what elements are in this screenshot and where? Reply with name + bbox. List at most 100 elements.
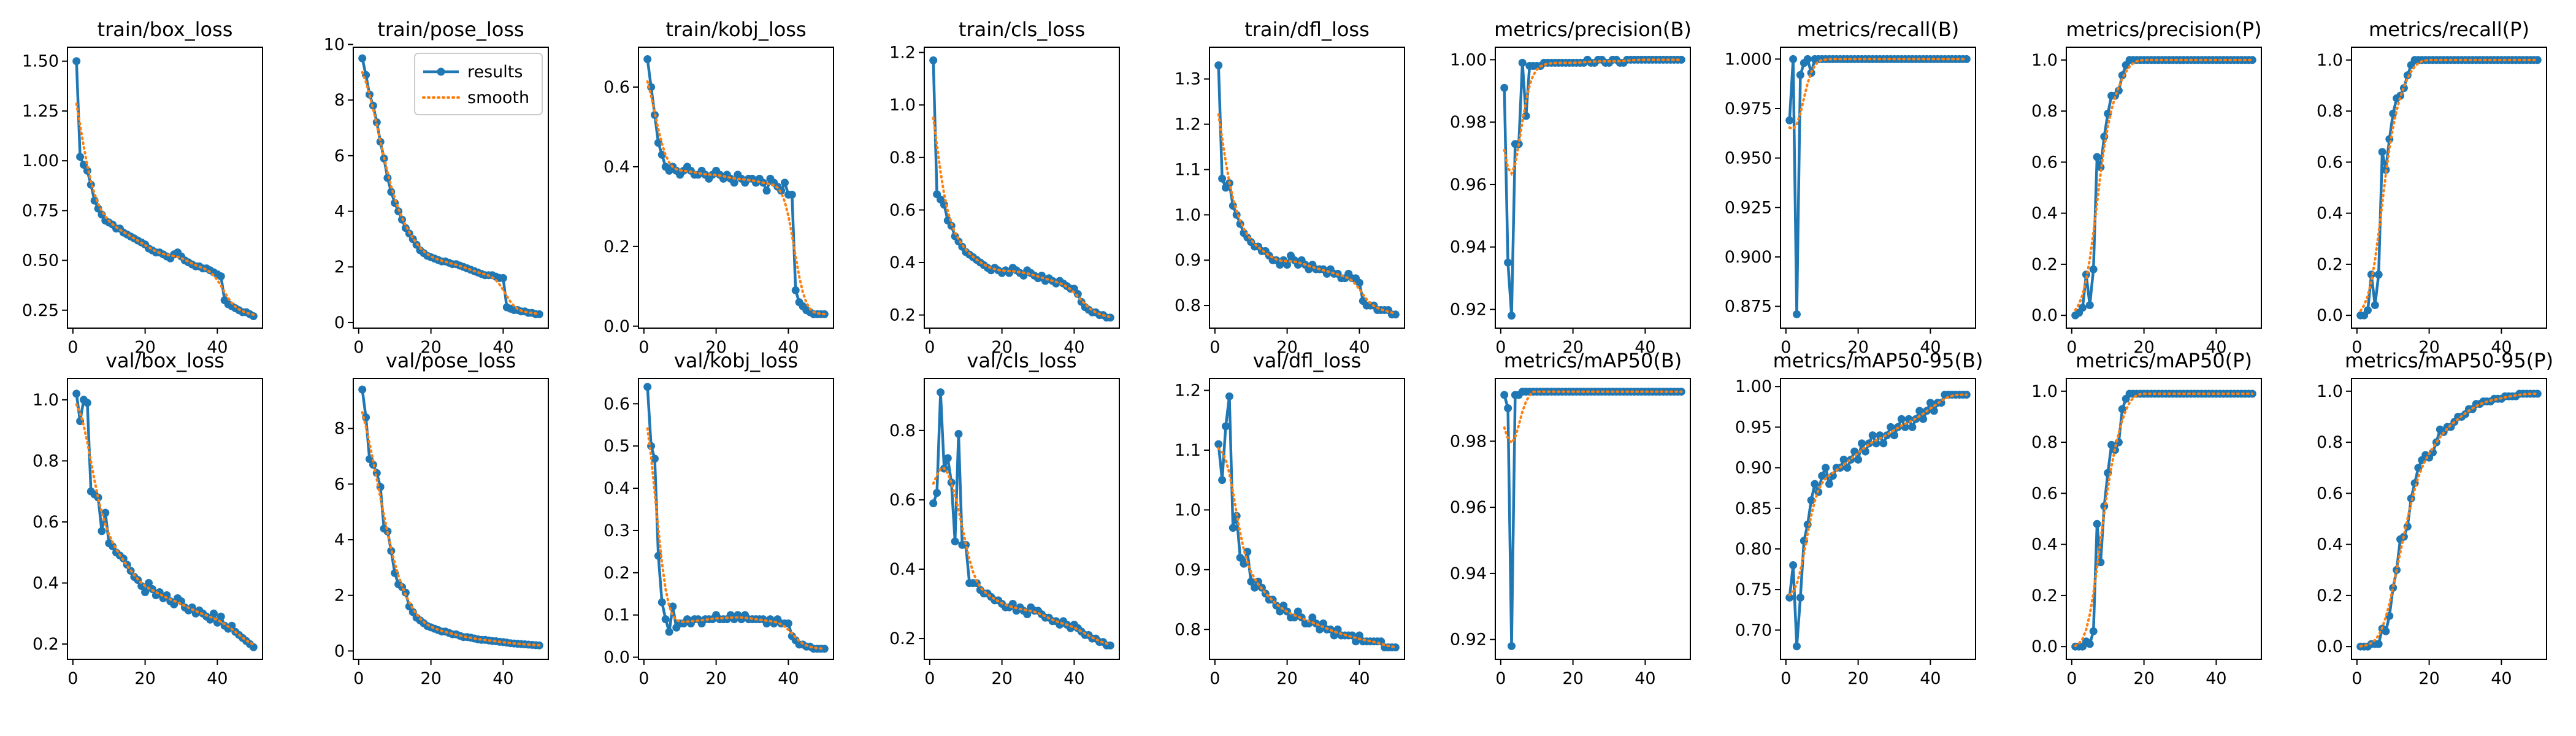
x-tick-label: 40 (1349, 669, 1370, 688)
subplot-title: val/kobj_loss (674, 349, 798, 372)
subplot-metrics-recall-b: metrics/recall(B) 0.875 0.900 0.925 0.950 0.9… (1725, 18, 1976, 357)
axes-frame (1780, 378, 1976, 660)
y-tick-label: 0.4 (889, 253, 916, 272)
results-point (1803, 520, 1812, 529)
x-tick-label: 0 (638, 669, 649, 688)
x-tick-label: 0 (924, 338, 935, 357)
results-point (929, 499, 938, 508)
x-tick-label: 40 (1064, 338, 1084, 357)
x-tick-label: 0 (67, 338, 78, 357)
y-tick-label: 8 (334, 91, 345, 110)
y-tick-label: 0.8 (889, 148, 916, 167)
results-point (1915, 407, 1924, 415)
y-tick-label: 0.50 (22, 251, 59, 270)
y-tick-label: 1.2 (1175, 381, 1201, 400)
results-line (361, 389, 540, 647)
results-point (929, 56, 938, 64)
subplot-val-kobj-loss: val/kobj_loss 0.0 0.1 0.2 0.3 0.4 0.5 0.6 0 20 40 (604, 349, 834, 688)
subplot-train-dfl-loss: train/dfl_loss 0.8 0.9 1.0 1.1 1.2 1.3 0 20 40 (1175, 18, 1405, 357)
results-point (2093, 153, 2101, 161)
x-tick-label: 20 (1276, 669, 1297, 688)
subplot-title: val/pose_loss (386, 349, 516, 372)
x-tick-label: 20 (1847, 669, 1868, 688)
y-tick-label: 8 (334, 420, 345, 439)
smooth-line (361, 411, 541, 646)
subplot-title: train/pose_loss (377, 18, 524, 41)
results-line (1503, 58, 1682, 317)
x-tick-label: 0 (2352, 669, 2362, 688)
y-tick-label: 0.1 (604, 606, 630, 625)
axes-frame (638, 378, 834, 660)
x-tick-label: 20 (705, 338, 726, 357)
results-point (654, 551, 662, 560)
smooth-line (1788, 58, 1968, 131)
results-point (109, 542, 117, 551)
y-tick-label: 0.6 (2317, 484, 2343, 503)
axes-frame (67, 47, 263, 329)
results-point (937, 388, 945, 397)
y-tick-label: 0.8 (1175, 296, 1201, 315)
subplot-title: val/cls_loss (967, 349, 1076, 372)
y-tick-label: 0.8 (1175, 620, 1201, 639)
results-point (1789, 561, 1798, 569)
subplot-title: metrics/recall(B) (1797, 18, 1960, 41)
y-tick-label: 0.8 (2031, 102, 2058, 121)
y-tick-label: 0.95 (1735, 418, 1772, 437)
y-tick-label: 0.9 (1175, 251, 1201, 270)
results-point (2374, 640, 2383, 648)
y-tick-label: 0.0 (2317, 306, 2343, 325)
results-point (1522, 112, 1530, 120)
results-point (1500, 391, 1509, 399)
axes-frame (1209, 378, 1405, 660)
y-tick-label: 0.2 (604, 237, 630, 256)
subplot-val-box-loss: val/box_loss 0.2 0.4 0.6 0.8 1.0 0 20 40 (33, 349, 263, 688)
x-tick-label: 20 (2418, 669, 2439, 688)
y-tick-label: 0.4 (889, 560, 916, 579)
results-point (1818, 472, 1827, 480)
results-point (2533, 389, 2542, 398)
x-tick-label: 0 (353, 669, 364, 688)
subplot-title: metrics/mAP50-95(P) (2345, 349, 2553, 372)
results-line (1217, 65, 1396, 316)
results-line (1503, 390, 1682, 648)
y-tick-label: 0.6 (2031, 484, 2058, 503)
results-point (72, 389, 81, 398)
results-point (2089, 265, 2098, 274)
smooth-line (1503, 390, 1683, 445)
y-tick-label: 1.0 (889, 96, 916, 115)
y-tick-label: 6 (334, 147, 345, 166)
x-tick-label: 40 (493, 669, 513, 688)
y-tick-label: 0.0 (2031, 306, 2058, 325)
results-point (1785, 593, 1794, 602)
y-tick-label: 1.0 (2317, 382, 2343, 401)
y-tick-label: 4 (334, 202, 345, 221)
results-line (2074, 58, 2253, 317)
results-point (1500, 83, 1509, 92)
y-tick-label: 1.0 (1175, 500, 1201, 519)
results-point (1283, 261, 1292, 269)
y-tick-label: 1.0 (2031, 51, 2058, 70)
y-tick-label: 0.8 (889, 421, 916, 440)
results-point (145, 579, 153, 587)
y-tick-label: 0.4 (2317, 204, 2343, 223)
y-tick-label: 0.94 (1450, 238, 1487, 257)
subplot-metrics-map50-95-b: metrics/mAP50-95(B) 0.70 0.75 0.80 0.85 0.90 0… (1735, 349, 1984, 688)
y-tick-label: 1.0 (2317, 51, 2343, 70)
x-tick-label: 20 (2133, 338, 2154, 357)
y-tick-label: 0.2 (2317, 586, 2343, 605)
x-tick-label: 20 (420, 338, 441, 357)
smooth-line (646, 427, 826, 650)
results-line (2360, 58, 2538, 317)
results-point (933, 489, 941, 497)
axes-frame (2351, 47, 2547, 329)
subplot-title: metrics/mAP50(P) (2076, 349, 2252, 372)
subplot-val-dfl-loss: val/dfl_loss 0.8 0.9 1.0 1.1 1.2 0 20 40 (1175, 349, 1405, 688)
y-tick-label: 6 (334, 475, 345, 494)
subplot-title: val/dfl_loss (1253, 349, 1362, 372)
results-point (1229, 524, 1237, 532)
subplot-title: metrics/recall(P) (2369, 18, 2529, 41)
x-tick-label: 40 (1064, 669, 1084, 688)
y-tick-label: 0.6 (889, 491, 916, 510)
y-tick-label: 0.6 (604, 78, 630, 97)
